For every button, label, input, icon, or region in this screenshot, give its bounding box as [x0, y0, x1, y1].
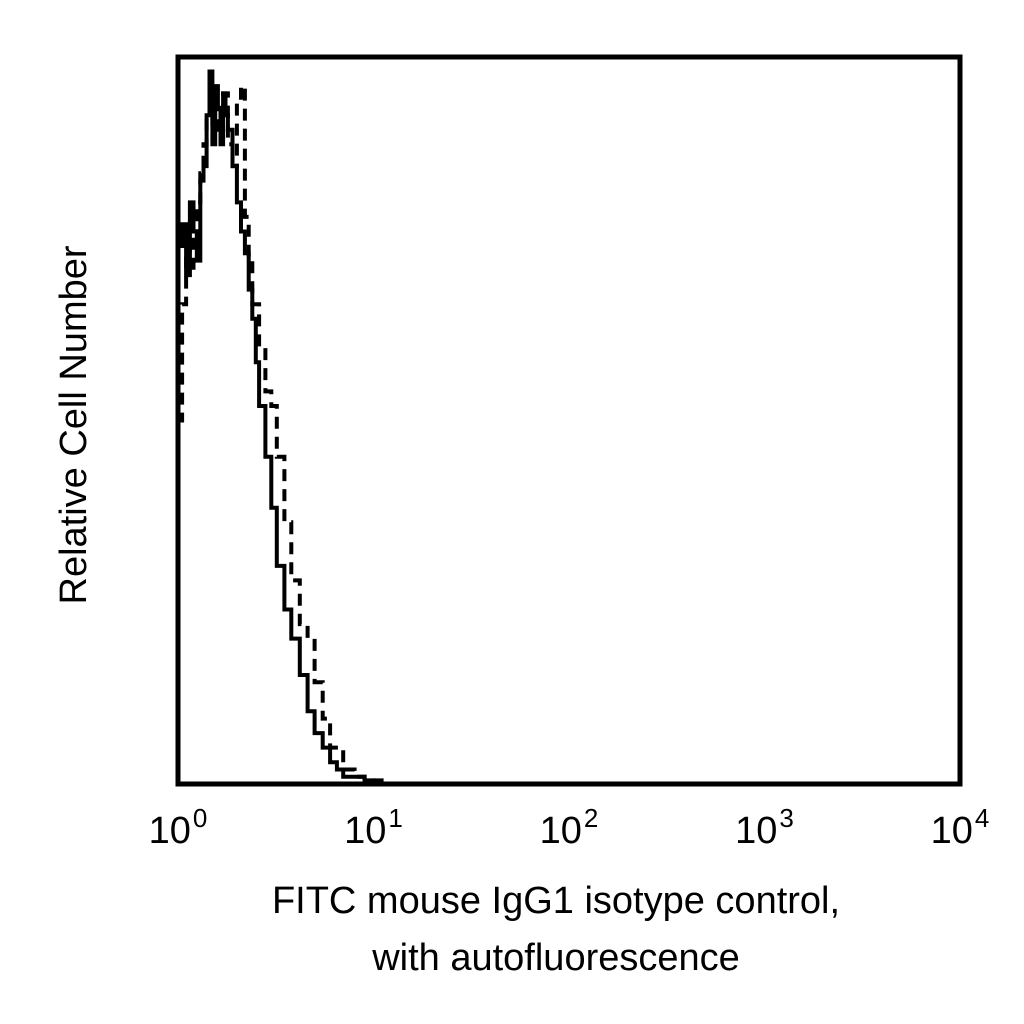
- x-tick-exponent: 3: [779, 803, 793, 833]
- y-axis-title-group: Relative Cell Number: [53, 245, 95, 604]
- plot-content: [178, 69, 384, 783]
- x-tick-label: 100: [149, 803, 208, 852]
- x-tick-base: 10: [540, 810, 582, 852]
- x-tick-base: 10: [344, 810, 386, 852]
- x-tick-base: 10: [931, 810, 973, 852]
- plot-frame: [175, 54, 963, 787]
- x-tick-label: 104: [931, 803, 990, 852]
- x-tick-exponent: 4: [975, 803, 989, 833]
- x-tick-label: 101: [344, 803, 403, 852]
- x-tick-base: 10: [149, 810, 191, 852]
- solid-histogram-trace: [178, 69, 384, 783]
- x-axis-title-line-1: FITC mouse IgG1 isotype control,: [272, 880, 840, 922]
- y-axis-title: Relative Cell Number: [53, 245, 95, 604]
- x-tick-label: 102: [540, 803, 599, 852]
- x-tick-exponent: 1: [388, 803, 402, 833]
- x-tick-label: 103: [735, 803, 794, 852]
- x-tick-labels: 100 101 102 103 104: [149, 803, 990, 852]
- x-tick-exponent: 2: [584, 803, 598, 833]
- x-axis-title-group: FITC mouse IgG1 isotype control, with au…: [272, 880, 840, 979]
- x-axis-title-line-2: with autofluorescence: [371, 937, 740, 979]
- x-tick-base: 10: [735, 810, 777, 852]
- dashed-histogram-trace: [178, 84, 376, 783]
- x-tick-exponent: 0: [193, 803, 207, 833]
